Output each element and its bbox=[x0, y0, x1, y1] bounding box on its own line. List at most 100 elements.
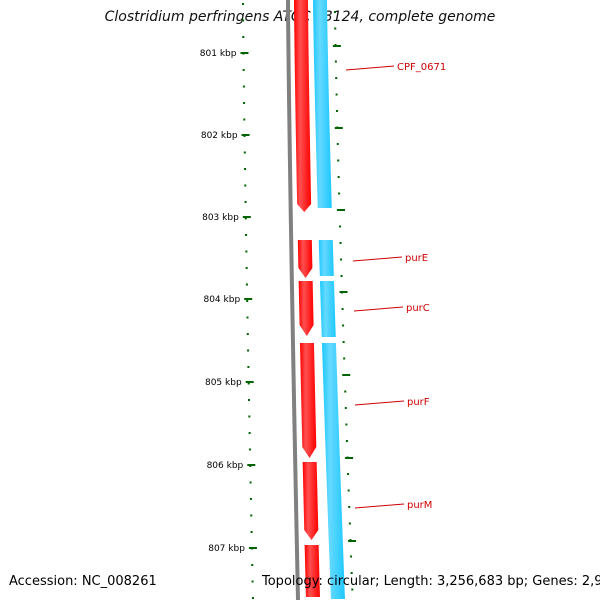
ruler-dot bbox=[338, 192, 341, 195]
ruler-dot bbox=[348, 506, 351, 508]
ruler-dot bbox=[244, 168, 247, 170]
ruler-dot bbox=[344, 390, 347, 393]
ruler-dot bbox=[334, 60, 337, 63]
ruler-dot bbox=[246, 300, 249, 302]
ruler-dot bbox=[249, 498, 252, 500]
forward-gene-feature bbox=[304, 545, 320, 597]
forward-gene-feature bbox=[302, 462, 319, 540]
ruler-dot bbox=[247, 349, 250, 352]
ruler-dot bbox=[243, 151, 246, 154]
ruler-dot bbox=[248, 432, 251, 434]
ruler-dot bbox=[251, 580, 254, 583]
ruler-dot bbox=[242, 85, 245, 88]
topology-text: Topology: circular; Length: 3,256,683 bp… bbox=[262, 574, 600, 589]
ruler-dot bbox=[242, 19, 245, 22]
backbone-line bbox=[286, 0, 300, 600]
ruler-dot bbox=[245, 283, 248, 286]
ruler-tick: 804 kbp bbox=[203, 291, 348, 305]
gene-label: purC bbox=[406, 303, 430, 314]
ruler-tick: 806 kbp bbox=[207, 457, 354, 471]
ruler-dot bbox=[337, 176, 340, 178]
forward-gene-feature bbox=[299, 343, 317, 458]
gene-label: purF bbox=[407, 397, 430, 408]
ruler-dot bbox=[345, 440, 348, 442]
ruler-dot bbox=[335, 110, 338, 112]
ruler-tick-label: 803 kbp bbox=[202, 213, 239, 223]
ruler-dot bbox=[243, 118, 246, 121]
ruler-dot bbox=[336, 143, 339, 145]
ruler-dot bbox=[242, 69, 245, 71]
ruler-dot bbox=[249, 481, 252, 484]
ruler-dot bbox=[334, 11, 337, 13]
ruler-dot bbox=[350, 572, 353, 574]
forward-gene-feature bbox=[297, 240, 313, 278]
ruler-dot bbox=[335, 93, 338, 96]
ruler-dot bbox=[247, 366, 250, 368]
gene-label: purE bbox=[405, 253, 428, 264]
ruler-major-ticks: 801 kbp 802 kbp 803 kbp 804 kbp 805 kbp 806 k… bbox=[200, 45, 357, 554]
ruler-dot bbox=[248, 399, 251, 401]
ruler-dot bbox=[345, 423, 348, 426]
ruler-dot bbox=[244, 201, 247, 203]
ruler-tick: 805 kbp bbox=[205, 374, 351, 388]
reverse-gene-feature bbox=[318, 240, 334, 276]
ruler-dot bbox=[250, 531, 253, 533]
gene-callout: purC bbox=[353, 303, 430, 314]
gene-callout: purF bbox=[354, 397, 430, 408]
gene-labels: CPF_0671 purE purC purF purM bbox=[345, 62, 446, 511]
ruler-dot bbox=[341, 308, 344, 310]
ruler-dot bbox=[348, 522, 351, 525]
ruler-tick-label: 805 kbp bbox=[205, 378, 242, 388]
gene-label: purM bbox=[407, 500, 432, 511]
ruler-dot bbox=[343, 357, 346, 360]
ruler-dot bbox=[248, 415, 251, 418]
ruler-tick-label: 806 kbp bbox=[207, 461, 244, 471]
gene-label: CPF_0671 bbox=[397, 62, 446, 73]
ruler-dot bbox=[250, 514, 253, 517]
ruler-tick-label: 807 kbp bbox=[208, 544, 245, 554]
gene-callout: CPF_0671 bbox=[345, 62, 446, 73]
ruler-dot bbox=[245, 250, 248, 253]
ruler-dot bbox=[334, 27, 337, 30]
ruler-dot bbox=[245, 267, 248, 269]
ruler-dot bbox=[350, 555, 353, 558]
ruler-dot bbox=[251, 564, 254, 566]
ruler-tick-label: 802 kbp bbox=[201, 131, 238, 141]
gene-features bbox=[294, 0, 345, 599]
ruler-dot bbox=[337, 159, 340, 162]
ruler-dot bbox=[248, 448, 251, 451]
ruler-dot bbox=[242, 3, 245, 5]
ruler-tick: 807 kbp bbox=[208, 540, 357, 554]
forward-gene-feature bbox=[294, 0, 312, 212]
ruler-dot bbox=[344, 407, 347, 409]
ruler-dot bbox=[251, 597, 254, 599]
gene-callout: purM bbox=[354, 500, 432, 511]
ruler-dot bbox=[351, 588, 354, 591]
gene-callout: purE bbox=[352, 253, 428, 264]
ruler-dot bbox=[335, 77, 338, 79]
ruler-tick-label: 801 kbp bbox=[200, 49, 237, 59]
ruler-tick-label: 804 kbp bbox=[203, 295, 240, 305]
ruler-tick: 803 kbp bbox=[202, 209, 346, 223]
ruler-dot bbox=[244, 217, 247, 220]
ruler-dot bbox=[339, 242, 342, 244]
reverse-gene-feature bbox=[321, 343, 345, 599]
ruler-dot bbox=[339, 225, 342, 228]
ruler-tick: 802 kbp bbox=[201, 127, 343, 141]
ruler-dot bbox=[342, 324, 345, 327]
ruler-dot bbox=[347, 489, 350, 492]
genome-backbone bbox=[286, 0, 300, 600]
accession-text: Accession: NC_008261 bbox=[9, 574, 157, 589]
ruler-dot bbox=[246, 316, 249, 319]
ruler-tick: 801 kbp bbox=[200, 45, 341, 59]
ruler-dot bbox=[246, 333, 249, 335]
forward-gene-feature bbox=[298, 281, 314, 336]
ruler-dot bbox=[245, 234, 248, 236]
ruler-dot bbox=[243, 102, 246, 104]
ruler-dot bbox=[340, 275, 343, 277]
ruler-dot bbox=[244, 184, 247, 187]
ruler-dot bbox=[347, 473, 350, 475]
ruler-dot bbox=[247, 382, 250, 385]
reverse-gene-feature bbox=[313, 0, 332, 208]
